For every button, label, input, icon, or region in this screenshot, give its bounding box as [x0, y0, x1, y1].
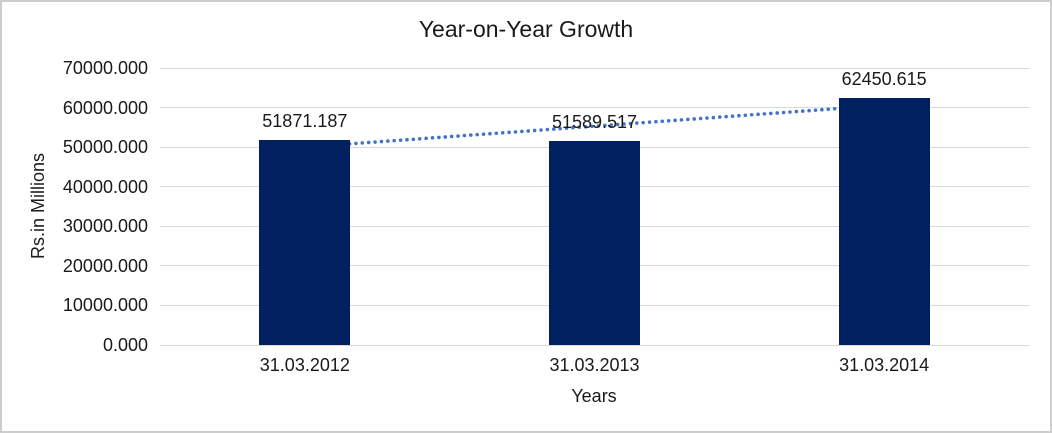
y-axis-tick-label: 0.000 — [102, 335, 148, 355]
y-axis-tick-label: 60000.000 — [62, 97, 148, 118]
x-axis-tick-label: 31.03.2013 — [549, 355, 640, 375]
y-axis-tick-label: 50000.000 — [62, 137, 148, 158]
y-axis-tick-label: 30000.000 — [62, 216, 148, 237]
bar-31.03.2013 — [549, 140, 640, 345]
gridline — [160, 67, 1029, 69]
bar-data-label: 51589.517 — [551, 111, 638, 132]
bar-31.03.2014 — [838, 97, 930, 345]
x-axis-tick-label: 31.03.2014 — [839, 355, 930, 375]
y-axis-tick-label: 40000.000 — [62, 176, 148, 197]
x-axis-tick-label: 31.03.2012 — [259, 355, 350, 375]
gridline — [160, 344, 1029, 346]
y-axis-tick-label: 70000.000 — [62, 58, 148, 78]
y-axis-tick-label: 10000.000 — [62, 295, 148, 316]
bar-data-label: 62450.615 — [841, 68, 927, 89]
x-axis-title: Years — [571, 386, 617, 406]
bar-data-label: 51871.187 — [262, 110, 348, 131]
chart-title: Year-on-Year Growth — [418, 16, 634, 42]
bar-31.03.2012 — [259, 139, 351, 345]
y-axis-tick-label: 20000.000 — [62, 255, 148, 276]
